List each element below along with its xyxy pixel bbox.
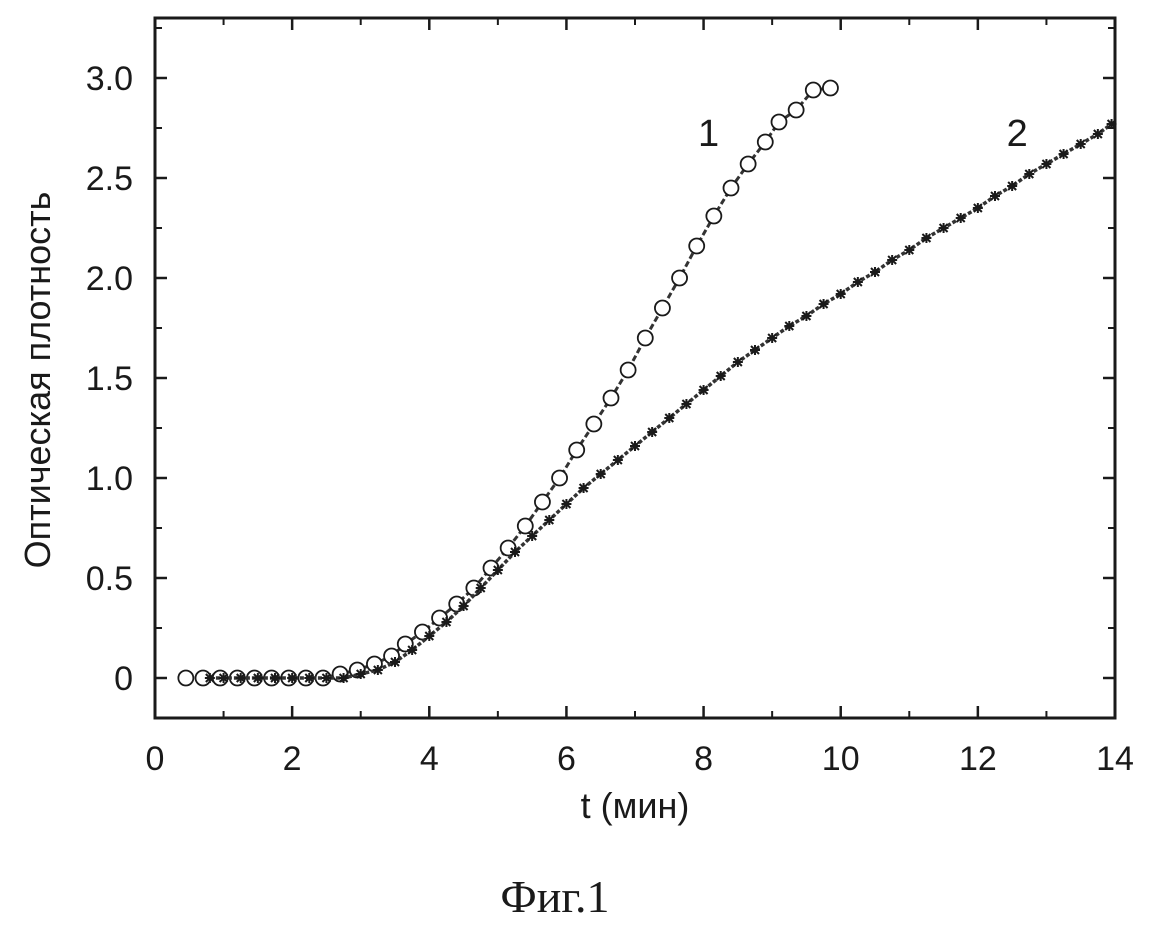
series-2-point [699,385,709,395]
series-2-point [870,267,880,277]
series-1-point [789,103,804,118]
tick-labels: 0246810121400.51.01.52.02.53.0 [86,60,1134,778]
series-1-point [741,157,756,172]
series-2-point [733,357,743,367]
x-tick-label: 0 [146,740,165,778]
y-tick-label: 1.5 [86,360,133,398]
series-2-point [544,515,554,525]
series-2-point [784,321,794,331]
series-label-2: 2 [1007,113,1028,155]
series-2-point [973,203,983,213]
series-2-point [1041,159,1051,169]
series-2-point [664,413,674,423]
y-tick-label: 3.0 [86,60,133,98]
series-1-point [823,81,838,96]
x-tick-label: 2 [283,740,302,778]
series-2-point [493,565,503,575]
series-2-point [304,673,314,683]
series-2-point [1007,181,1017,191]
series-2-point [819,299,829,309]
series-1-point [655,301,670,316]
series-2-point [990,191,1000,201]
series-1-point [569,443,584,458]
series-2-point [236,673,246,683]
series-2-point [1107,119,1117,129]
series-2-point [630,441,640,451]
x-tick-label: 8 [694,740,713,778]
series-2-point [956,213,966,223]
series-1-point [689,239,704,254]
series-1-point [758,135,773,150]
series-2-point [356,669,366,679]
series-2-point [205,673,215,683]
series-1-point [604,391,619,406]
series-2-point [459,601,469,611]
x-tick-label: 14 [1096,740,1134,778]
series-2-point [613,455,623,465]
series-2-point [253,673,263,683]
series-1-point [806,83,821,98]
series-2-point [1059,149,1069,159]
series-2-point [853,277,863,287]
y-tick-label: 2.5 [86,160,133,198]
x-tick-label: 6 [557,740,576,778]
series-2-point [441,617,451,627]
series-1-point [518,519,533,534]
y-tick-label: 1.0 [86,460,133,498]
series-2-point [921,233,931,243]
series-2-point [527,531,537,541]
series-2-point [1076,139,1086,149]
series-2-point [424,631,434,641]
series-2-point [1024,169,1034,179]
series-2-point [647,427,657,437]
series-1-point [772,115,787,130]
y-tick-label: 0 [114,660,133,698]
series-2-point [596,469,606,479]
series-2-point [716,371,726,381]
x-tick-label: 10 [822,740,860,778]
series-2-point [270,673,280,683]
series-2-point [887,255,897,265]
series-2-point [836,289,846,299]
series-2-point [407,645,417,655]
series-1-point [706,209,721,224]
series-2-point [339,673,349,683]
series-2-point [579,483,589,493]
x-tick-label: 4 [420,740,439,778]
series-1-point [586,417,601,432]
series-1-point [621,363,636,378]
series-2-point [1093,129,1103,139]
series-2-point [750,345,760,355]
y-axis-title: Оптическая плотность [17,192,58,569]
series-2-point [904,245,914,255]
series-1-point [552,471,567,486]
series-1-point [178,671,193,686]
series-2-point [390,657,400,667]
figure-caption: Фиг.1 [500,871,609,922]
series-2-point [939,223,949,233]
series-label-1: 1 [698,113,719,155]
series-1-point [638,331,653,346]
y-tick-label: 2.0 [86,260,133,298]
series-2-point [767,333,777,343]
series-2-point [373,665,383,675]
series-2-point [801,311,811,321]
series-layer [178,81,1116,686]
series-2-point [476,583,486,593]
series-1-point [724,181,739,196]
series-2-point [219,673,229,683]
series-1-point [535,495,550,510]
series-1-point [672,271,687,286]
x-tick-label: 12 [959,740,997,778]
series-2-point [681,399,691,409]
y-tick-label: 0.5 [86,560,133,598]
series-2-point [561,499,571,509]
series-2-point [510,547,520,557]
series-1-line [186,88,831,678]
series-2-point [321,673,331,683]
series-2-point [287,673,297,683]
x-axis-title: t (мин) [581,785,690,826]
